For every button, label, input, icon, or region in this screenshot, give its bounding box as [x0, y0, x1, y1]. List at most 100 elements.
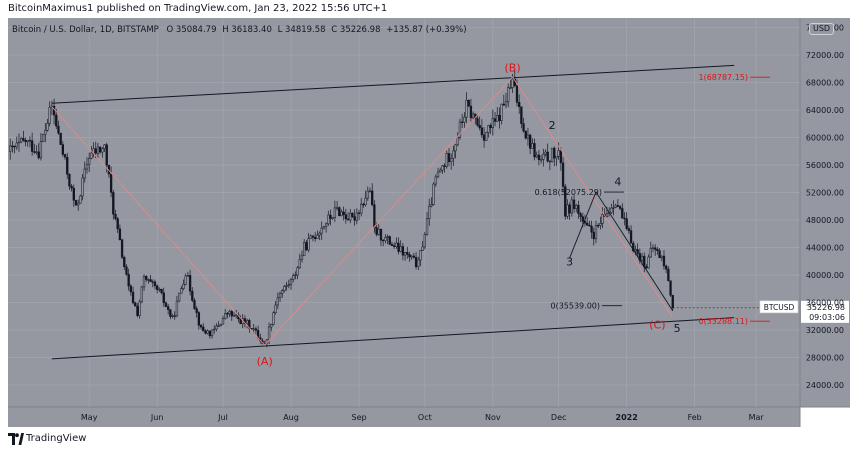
last-price-symbol-tag: [759, 300, 799, 314]
btc-price-chart[interactable]: 1(68787.15) 0(33288.11) 0(35539.00) 0.618(5…: [8, 18, 850, 427]
candle-body: [561, 162, 565, 187]
time-tick-label: Aug: [283, 413, 299, 422]
footer-bar: TradingView: [0, 428, 850, 450]
candle-body: [445, 153, 448, 167]
legend-high-label: H: [222, 25, 228, 35]
candle-body: [324, 223, 328, 227]
candle-body: [357, 212, 361, 214]
channel-upper-line: [51, 64, 735, 104]
candle-body: [443, 165, 446, 167]
candle-body: [57, 125, 60, 134]
candle-body: [142, 275, 146, 288]
time-tick-label: 2022: [616, 413, 638, 422]
time-axis[interactable]: [8, 407, 800, 427]
candle-body: [210, 329, 214, 337]
candle-body: [502, 103, 505, 106]
last-price-tag: [801, 300, 849, 323]
candle-body: [366, 190, 369, 199]
candle-body: [72, 187, 75, 201]
candle-body: [590, 225, 593, 233]
candle-body: [224, 313, 227, 319]
candle-body: [614, 205, 617, 208]
candle-body: [230, 311, 233, 317]
candles: [9, 69, 674, 348]
candle-body: [465, 99, 468, 118]
candle-body: [577, 204, 580, 214]
candle-body: [377, 228, 380, 235]
candle-body: [320, 227, 323, 234]
candle-body: [177, 292, 181, 302]
candle-body: [515, 85, 519, 103]
candle-body: [368, 190, 372, 192]
currency-button[interactable]: USD: [809, 23, 835, 35]
last-price-symbol: BTCUSD: [764, 303, 795, 312]
candle-body: [48, 107, 51, 124]
candle-body: [41, 133, 45, 142]
candle-body: [20, 138, 23, 143]
candle-body: [379, 228, 383, 241]
candle-body: [386, 236, 389, 238]
candle-body: [403, 252, 407, 256]
candle-body: [162, 292, 165, 304]
price-tick-label: 36000.00: [806, 299, 844, 308]
candle-body: [629, 230, 633, 244]
legend-open-value: 35084.79: [176, 25, 217, 35]
candle-body: [537, 154, 541, 160]
candle-body: [94, 148, 97, 154]
candle-body: [572, 199, 576, 209]
candle-body: [327, 214, 330, 225]
candle-body: [136, 305, 139, 316]
candle-body: [518, 102, 521, 108]
legend-change: +135.87 (+0.39%): [386, 25, 466, 35]
candle-body: [408, 254, 411, 258]
tradingview-brand: TradingView: [26, 433, 87, 444]
candle-body: [410, 255, 413, 258]
candle-body: [167, 306, 170, 310]
candle-body: [173, 315, 176, 317]
candle-body: [375, 227, 378, 235]
annotation-labels: 1(68787.15) 0(33288.11) 0(35539.00) 0.618(5…: [257, 61, 849, 368]
candle-body: [129, 285, 133, 293]
candle-body: [272, 312, 275, 325]
candle-body: [564, 186, 567, 217]
candle-body: [436, 171, 440, 178]
candle-body: [544, 151, 547, 155]
candle-body: [452, 150, 455, 159]
wave-label: 2: [549, 119, 556, 132]
candle-body: [346, 218, 350, 221]
candle-body: [46, 123, 49, 131]
time-tick-label: Dec: [551, 413, 566, 422]
candle-body: [500, 103, 503, 121]
candle-body: [109, 173, 113, 193]
candle-body: [632, 242, 635, 252]
candle-body: [298, 259, 301, 268]
price-axis[interactable]: [800, 18, 850, 407]
candle-body: [180, 288, 183, 294]
legend-close-label: C: [331, 25, 337, 35]
candle-body: [221, 318, 225, 325]
chart-pane[interactable]: [8, 18, 800, 407]
legend-open-label: O: [167, 25, 174, 35]
candle-body: [575, 204, 578, 209]
legend-low-label: L: [278, 25, 283, 35]
candle-body: [524, 130, 527, 139]
candle-body: [213, 328, 216, 331]
candle-body: [164, 302, 168, 307]
candle-body: [423, 234, 426, 248]
candle-body: [548, 160, 552, 163]
candle-body: [581, 216, 584, 222]
candle-body: [182, 284, 185, 289]
candle-body: [55, 114, 58, 127]
legend-symbol: Bitcoin / U.S. Dollar, 1D, BITSTAMP: [12, 25, 159, 35]
candle-body: [33, 151, 36, 153]
candle-body: [149, 279, 152, 282]
candle-body: [439, 169, 442, 173]
candle-body: [270, 324, 273, 328]
channel-lower-line: [51, 317, 735, 360]
candle-body: [618, 206, 622, 209]
candle-body: [235, 314, 238, 316]
candle-body: [373, 204, 376, 228]
candle-body: [156, 285, 159, 290]
price-tick-label: 24000.00: [806, 381, 844, 390]
candle-body: [252, 328, 255, 330]
